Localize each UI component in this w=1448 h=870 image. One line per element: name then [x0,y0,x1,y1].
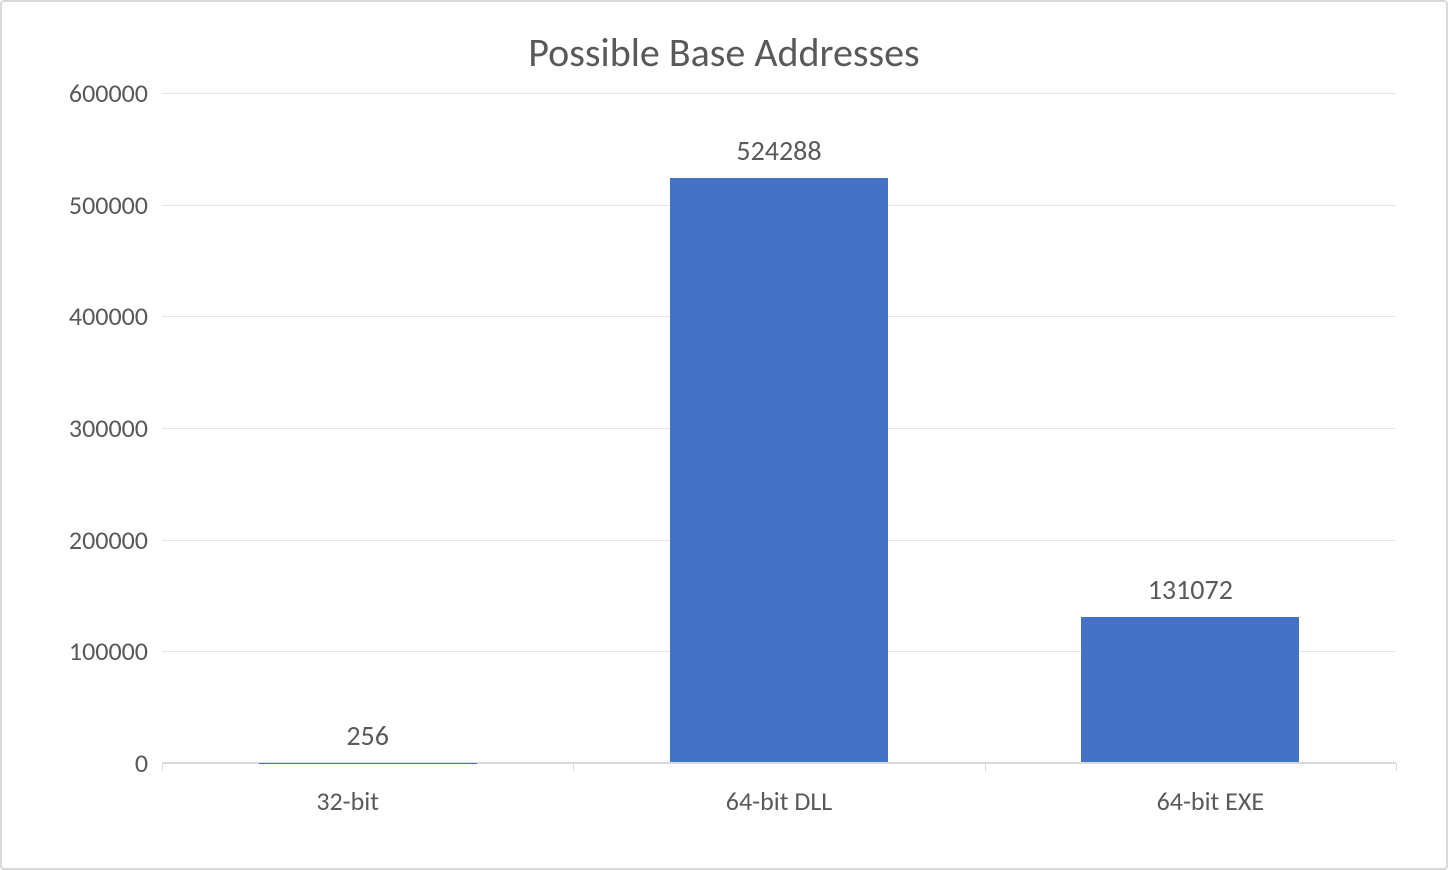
bar-slot: 524288 [573,93,984,763]
x-axis-line [162,762,1396,763]
bar [1081,617,1299,763]
chart-title: Possible Base Addresses [32,28,1416,77]
data-label: 524288 [736,133,821,168]
x-tick [985,763,986,771]
gridline [162,763,1396,764]
x-tick [1396,763,1397,771]
y-tick-label: 200000 [69,524,162,556]
data-label: 131072 [1148,572,1233,607]
y-tick-label: 100000 [69,635,162,667]
plot-wrap: 256524288131072 010000020000030000040000… [162,83,1396,763]
chart-frame: Possible Base Addresses 256524288131072 … [0,0,1448,870]
data-label: 256 [346,718,389,753]
bar [670,178,888,763]
y-tick-label: 300000 [69,412,162,444]
bars-row: 256 524288 131072 [162,93,1396,763]
x-tick [573,763,574,771]
y-tick-label: 600000 [69,77,162,109]
x-axis-label: 32-bit [132,773,563,817]
y-tick-label: 500000 [69,189,162,221]
x-axis-label: 64-bit EXE [995,773,1426,817]
y-tick-label: 400000 [69,300,162,332]
bar-slot: 131072 [985,93,1396,763]
x-axis-label: 64-bit DLL [563,773,994,817]
x-axis-labels: 32-bit64-bit DLL64-bit EXE [132,773,1426,817]
x-tick [162,763,163,771]
plot-area: 256524288131072 010000020000030000040000… [162,93,1396,763]
bar-slot: 256 [162,93,573,763]
